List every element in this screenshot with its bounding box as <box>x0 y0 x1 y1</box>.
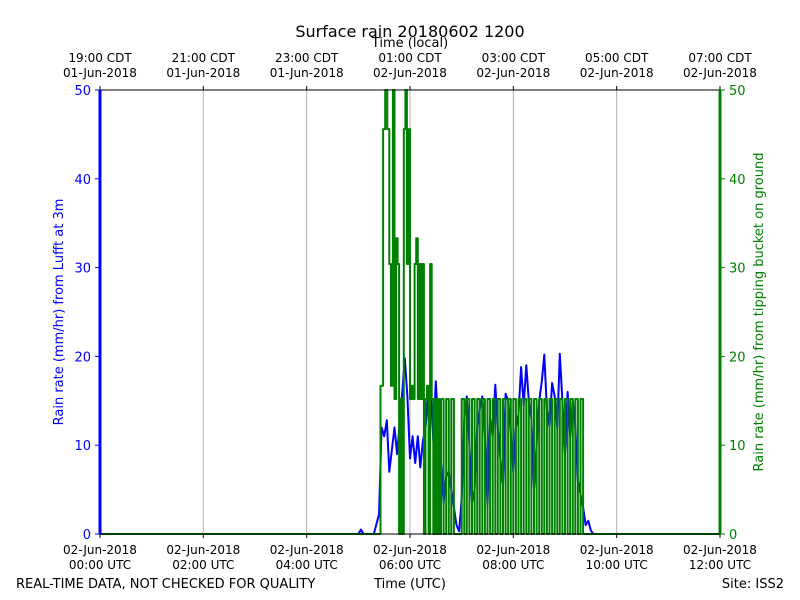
top-tick-label-date: 02-Jun-2018 <box>476 66 550 80</box>
left-axis-label: Rain rate (mm/hr) from Lufft at 3m <box>52 199 67 426</box>
top-tick-label-date: 01-Jun-2018 <box>166 66 240 80</box>
left-tick-label: 20 <box>74 350 91 365</box>
chart-title: Surface rain 20180602 1200 <box>295 22 524 41</box>
top-tick-label-date: 01-Jun-2018 <box>270 66 344 80</box>
left-tick-label: 10 <box>74 439 91 454</box>
x-tick-label-time: 06:00 UTC <box>379 558 441 572</box>
x-tick-label-time: 12:00 UTC <box>689 558 751 572</box>
top-tick-label-date: 02-Jun-2018 <box>580 66 654 80</box>
right-tick-label: 0 <box>729 528 737 543</box>
x-tick-label-time: 04:00 UTC <box>276 558 338 572</box>
left-tick-label: 0 <box>83 528 91 543</box>
top-tick-label-time: 05:00 CDT <box>585 51 649 65</box>
x-tick-label-date: 02-Jun-2018 <box>166 543 240 557</box>
x-tick-label-date: 02-Jun-2018 <box>270 543 344 557</box>
left-tick-label: 40 <box>74 173 91 188</box>
x-tick-label-time: 02:00 UTC <box>172 558 234 572</box>
top-tick-label-date: 02-Jun-2018 <box>683 66 757 80</box>
right-tick-label: 30 <box>729 262 746 277</box>
top-tick-label-time: 03:00 CDT <box>482 51 546 65</box>
left-tick-label: 50 <box>74 84 91 99</box>
x-tick-label-date: 02-Jun-2018 <box>580 543 654 557</box>
right-tick-label: 20 <box>729 350 746 365</box>
x-tick-label-date: 02-Jun-2018 <box>373 543 447 557</box>
top-tick-label-time: 21:00 CDT <box>172 51 236 65</box>
right-tick-label: 10 <box>729 439 746 454</box>
top-tick-label-time: 01:00 CDT <box>378 51 442 65</box>
x-tick-label-date: 02-Jun-2018 <box>683 543 757 557</box>
x-tick-label-time: 08:00 UTC <box>482 558 544 572</box>
x-tick-label-time: 10:00 UTC <box>586 558 648 572</box>
x-tick-label-date: 02-Jun-2018 <box>63 543 137 557</box>
x-axis-label: Time (UTC) <box>373 577 446 592</box>
right-axis-label: Rain rate (mm/hr) from tipping bucket on… <box>752 153 767 472</box>
top-tick-label-date: 02-Jun-2018 <box>373 66 447 80</box>
top-tick-label-time: 23:00 CDT <box>275 51 339 65</box>
left-tick-label: 30 <box>74 262 91 277</box>
right-tick-label: 50 <box>729 84 746 99</box>
top-axis-label: Time (local) <box>371 36 448 51</box>
right-tick-label: 40 <box>729 173 746 188</box>
top-tick-label-time: 07:00 CDT <box>688 51 752 65</box>
footer-quality-note: REAL-TIME DATA, NOT CHECKED FOR QUALITY <box>16 577 315 592</box>
x-tick-label-time: 00:00 UTC <box>69 558 131 572</box>
site-label: Site: ISS2 <box>722 577 784 592</box>
x-tick-label-date: 02-Jun-2018 <box>476 543 550 557</box>
top-tick-label-time: 19:00 CDT <box>68 51 132 65</box>
top-tick-label-date: 01-Jun-2018 <box>63 66 137 80</box>
